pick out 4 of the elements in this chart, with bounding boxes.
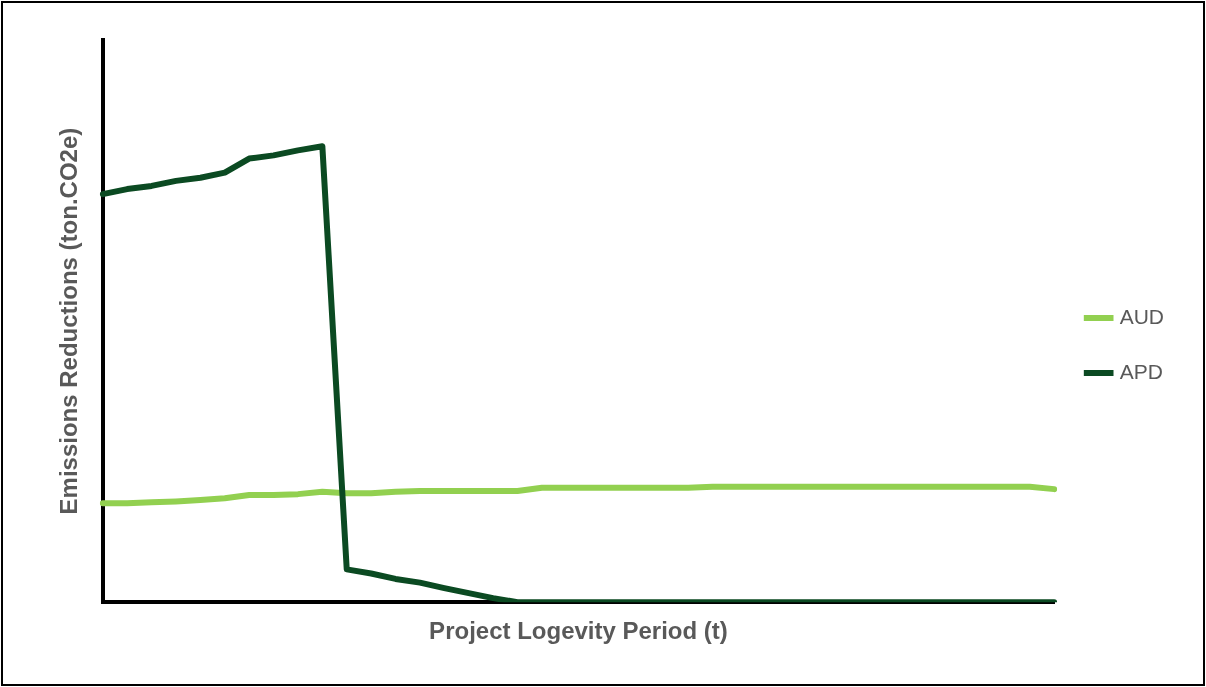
y-axis-title: Emissions Reductions (ton.CO2e) [55, 127, 83, 515]
legend-label: AUD [1119, 304, 1165, 328]
x-axis-title: Project Logevity Period (t) [429, 617, 728, 645]
legend-label: APD [1119, 359, 1163, 383]
